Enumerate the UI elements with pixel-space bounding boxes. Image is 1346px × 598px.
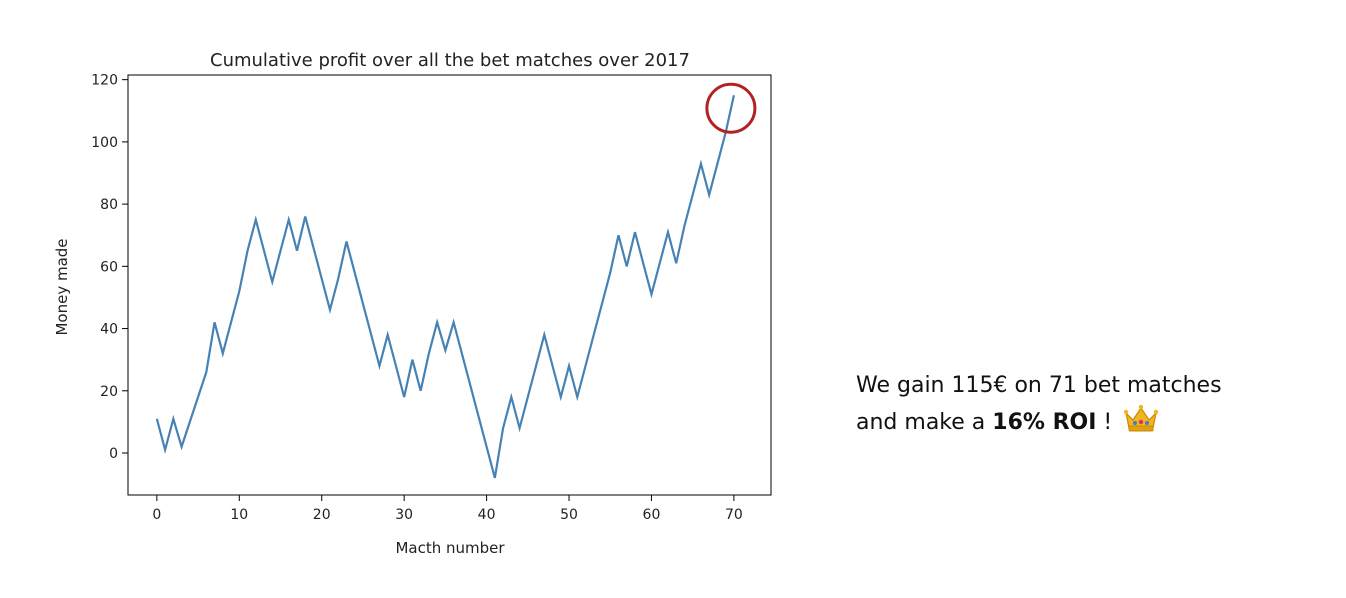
y-axis-label: Money made	[53, 238, 71, 335]
y-tick-label: 20	[100, 384, 118, 400]
y-tick-label: 60	[100, 259, 118, 275]
y-tick-label: 0	[109, 446, 118, 462]
caption: We gain 115€ on 71 bet matches and make …	[856, 369, 1326, 444]
series-layer	[155, 94, 735, 479]
caption-prefix: and make a	[856, 410, 993, 435]
profit-line	[155, 94, 735, 479]
x-axis-label: Macth number	[395, 539, 505, 557]
y-tick-label: 80	[100, 197, 118, 213]
y-tick-label: 120	[91, 73, 118, 89]
y-tick-label: 40	[100, 322, 118, 338]
crown-icon	[1123, 403, 1159, 444]
roi-value: 16% ROI	[992, 410, 1097, 435]
x-tick-label: 10	[230, 507, 248, 523]
x-tick-label: 30	[395, 507, 413, 523]
y-tick-label: 100	[91, 135, 118, 151]
chart-title: Cumulative profit over all the bet match…	[210, 50, 690, 71]
x-axis: 0 10 20 30 40 50 60 70	[152, 495, 743, 523]
x-tick-label: 50	[560, 507, 578, 523]
x-tick-label: 0	[152, 507, 161, 523]
caption-line-2: and make a 16% ROI !	[856, 403, 1326, 444]
caption-suffix: !	[1096, 410, 1113, 435]
plot-frame	[127, 74, 772, 496]
x-tick-label: 70	[725, 507, 743, 523]
y-axis: 0 20 40 60 80 100 120	[91, 73, 128, 462]
x-tick-label: 60	[643, 507, 661, 523]
highlight-circle	[705, 82, 757, 134]
caption-line-1: We gain 115€ on 71 bet matches	[856, 373, 1222, 398]
x-tick-label: 20	[313, 507, 331, 523]
x-tick-label: 40	[478, 507, 496, 523]
